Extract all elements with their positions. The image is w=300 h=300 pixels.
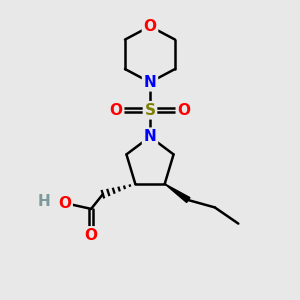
Text: O: O	[143, 19, 157, 34]
Text: O: O	[110, 103, 123, 118]
Text: H: H	[38, 194, 50, 209]
Polygon shape	[165, 184, 190, 203]
Text: O: O	[177, 103, 190, 118]
Text: N: N	[144, 129, 156, 144]
Text: O: O	[58, 196, 71, 211]
Text: N: N	[144, 75, 156, 90]
Text: O: O	[85, 228, 98, 243]
Text: S: S	[145, 103, 155, 118]
